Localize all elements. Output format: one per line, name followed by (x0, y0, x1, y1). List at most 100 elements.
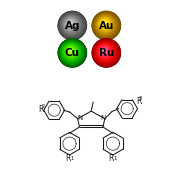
Circle shape (67, 20, 74, 27)
Circle shape (96, 43, 115, 62)
Circle shape (96, 42, 116, 62)
Circle shape (62, 42, 82, 62)
Circle shape (70, 50, 71, 51)
Circle shape (61, 14, 83, 36)
Circle shape (101, 47, 109, 55)
Circle shape (102, 48, 107, 54)
Circle shape (100, 19, 110, 29)
Text: 2: 2 (139, 96, 142, 101)
Circle shape (61, 42, 83, 63)
Text: Au: Au (99, 21, 114, 30)
Circle shape (65, 46, 77, 58)
Circle shape (101, 48, 108, 55)
Circle shape (69, 22, 72, 25)
Circle shape (67, 20, 75, 28)
Circle shape (68, 48, 73, 54)
Circle shape (92, 39, 120, 67)
Circle shape (66, 46, 76, 57)
Circle shape (100, 19, 110, 29)
Circle shape (93, 40, 119, 65)
Circle shape (69, 22, 71, 24)
Circle shape (59, 12, 85, 39)
Circle shape (59, 12, 86, 39)
Circle shape (65, 19, 77, 30)
Circle shape (93, 12, 119, 38)
Circle shape (93, 13, 119, 38)
Circle shape (98, 45, 112, 59)
Circle shape (59, 40, 85, 66)
Circle shape (68, 21, 73, 26)
Circle shape (100, 46, 110, 57)
Circle shape (58, 11, 86, 40)
Circle shape (95, 41, 117, 64)
Circle shape (103, 22, 106, 25)
Circle shape (102, 21, 107, 26)
Circle shape (100, 46, 110, 56)
Circle shape (96, 15, 116, 35)
Circle shape (58, 39, 86, 67)
Text: Ag: Ag (65, 21, 80, 30)
Circle shape (66, 19, 75, 29)
Circle shape (99, 46, 111, 57)
Circle shape (103, 50, 106, 52)
Circle shape (66, 46, 76, 56)
Circle shape (69, 50, 71, 52)
Circle shape (97, 16, 115, 34)
Circle shape (63, 16, 80, 33)
Circle shape (93, 40, 120, 66)
Circle shape (63, 43, 80, 60)
Circle shape (93, 12, 120, 39)
Circle shape (99, 18, 111, 30)
Circle shape (99, 45, 112, 58)
Circle shape (104, 50, 105, 51)
Circle shape (60, 40, 84, 65)
Circle shape (100, 47, 110, 56)
Circle shape (65, 46, 77, 57)
Text: 1: 1 (114, 156, 117, 161)
Circle shape (60, 13, 84, 37)
Circle shape (60, 14, 83, 37)
Circle shape (93, 40, 119, 65)
Text: R: R (65, 154, 70, 163)
Circle shape (103, 49, 106, 53)
Circle shape (94, 41, 117, 64)
Circle shape (60, 13, 84, 37)
Circle shape (66, 20, 75, 28)
Circle shape (68, 21, 73, 26)
Circle shape (66, 47, 75, 56)
Circle shape (59, 12, 86, 39)
Circle shape (64, 18, 78, 31)
Circle shape (93, 12, 119, 38)
Circle shape (97, 44, 113, 60)
Circle shape (64, 45, 78, 59)
Text: Cu: Cu (65, 48, 80, 58)
Circle shape (63, 44, 80, 60)
Circle shape (95, 42, 116, 63)
Circle shape (64, 18, 78, 31)
Circle shape (100, 19, 110, 29)
Circle shape (67, 20, 74, 27)
Circle shape (103, 50, 105, 52)
Circle shape (99, 19, 111, 30)
Circle shape (95, 14, 117, 36)
Circle shape (64, 17, 78, 32)
Circle shape (103, 50, 105, 52)
Circle shape (103, 22, 105, 25)
Circle shape (62, 15, 81, 34)
Circle shape (63, 44, 79, 60)
Circle shape (95, 14, 117, 36)
Circle shape (63, 43, 81, 61)
Circle shape (66, 19, 76, 29)
Circle shape (61, 14, 83, 36)
Circle shape (97, 44, 114, 60)
Circle shape (60, 13, 84, 37)
Circle shape (99, 45, 112, 58)
Circle shape (98, 44, 112, 59)
Text: R: R (39, 105, 44, 114)
Circle shape (96, 15, 115, 34)
Circle shape (68, 49, 73, 53)
Circle shape (102, 22, 107, 26)
Circle shape (63, 16, 79, 33)
Circle shape (94, 40, 118, 65)
Circle shape (93, 12, 120, 39)
